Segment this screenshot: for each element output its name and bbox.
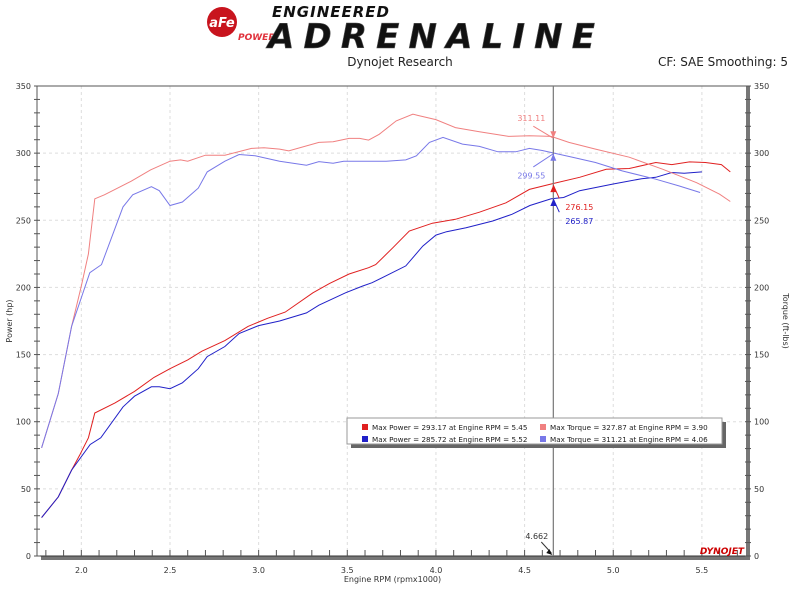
y-right-tick-label: 50 xyxy=(754,485,764,494)
legend-swatch xyxy=(362,436,368,442)
y-left-tick-label: 100 xyxy=(16,418,31,427)
afe-logo-badge xyxy=(207,7,237,37)
legend-entry: Max Power = 293.17 at Engine RPM = 5.45 xyxy=(372,423,527,432)
callout-leader xyxy=(552,184,560,199)
y-right-axis-label: Torque (ft-lbs) xyxy=(781,292,790,349)
callout-arrowhead xyxy=(550,153,557,161)
callout-arrowhead xyxy=(550,185,557,193)
series-line-2 xyxy=(41,171,702,518)
x-tick-label: 2.5 xyxy=(164,566,177,575)
x-tick-label: 2.0 xyxy=(75,566,88,575)
legend-swatch xyxy=(540,424,546,430)
x-axis-label: Engine RPM (rpmx1000) xyxy=(344,575,441,584)
legend-entry: Max Torque = 327.87 at Engine RPM = 3.90 xyxy=(550,423,708,432)
cursor-value-label: 276.15 xyxy=(565,203,593,212)
y-right-tick-label: 350 xyxy=(754,82,769,91)
x-tick-label: 3.5 xyxy=(341,566,354,575)
series-line-3 xyxy=(41,113,731,448)
y-right-tick-label: 300 xyxy=(754,149,769,158)
callout-arrowhead xyxy=(550,198,557,206)
callout-leader xyxy=(533,153,554,168)
x-tick-label: 5.5 xyxy=(696,566,709,575)
y-left-tick-label: 250 xyxy=(16,216,31,225)
y-left-tick-label: 350 xyxy=(16,82,31,91)
legend-entry: Max Torque = 311.21 at Engine RPM = 4.06 xyxy=(550,435,708,444)
y-left-tick-label: 50 xyxy=(21,485,31,494)
y-left-tick-label: 0 xyxy=(26,552,31,561)
dynojet-watermark: DYNOJET xyxy=(700,547,745,557)
svg-text:aFe: aFe xyxy=(209,16,235,31)
logo-title: ADRENALINE xyxy=(265,17,598,57)
callout-arrowhead xyxy=(550,131,557,139)
legend-swatch xyxy=(362,424,368,430)
x-tick-label: 4.0 xyxy=(430,566,443,575)
y-left-tick-label: 200 xyxy=(16,283,31,292)
cursor-x-arrowhead xyxy=(546,549,553,555)
logo-tagline: ENGINEERED xyxy=(272,3,390,21)
y-left-tick-label: 150 xyxy=(16,351,31,360)
x-tick-label: 4.5 xyxy=(518,566,531,575)
cursor-value-label: 299.55 xyxy=(517,172,545,181)
chart-subtitle: Dynojet Research xyxy=(347,55,453,69)
cursor-x-label: 4.662 xyxy=(525,532,548,541)
y-left-axis-label: Power (hp) xyxy=(5,299,14,342)
correction-factor: CF: SAE Smoothing: 5 xyxy=(657,55,788,69)
callout-leader xyxy=(533,125,554,139)
series-line-1 xyxy=(41,161,731,518)
header-logo: aFe POWER ENGINEERED ADRENALINE xyxy=(207,3,598,57)
y-right-tick-label: 0 xyxy=(754,552,759,561)
svg-text:POWER: POWER xyxy=(238,33,275,43)
plot-area: 2.0 2.5 3.0 3.5 4.0 4.5 5.0 5.5 0 0 50 50 100 100 150 1… xyxy=(5,82,790,584)
x-tick-label: 3.0 xyxy=(252,566,265,575)
y-right-tick-label: 250 xyxy=(754,216,769,225)
y-left-tick-label: 300 xyxy=(16,149,31,158)
y-right-tick-label: 100 xyxy=(754,418,769,427)
y-right-tick-label: 150 xyxy=(754,351,769,360)
cursor-value-label: 311.11 xyxy=(517,114,545,123)
y-right-tick-label: 200 xyxy=(754,283,769,292)
callout-leader xyxy=(552,198,560,213)
legend-swatch xyxy=(540,436,546,442)
bottom-axis-bar xyxy=(41,556,750,560)
cursor-value-label: 265.87 xyxy=(565,217,593,226)
legend-box xyxy=(346,417,723,445)
x-tick-label: 5.0 xyxy=(607,566,620,575)
legend-entry: Max Power = 285.72 at Engine RPM = 5.52 xyxy=(372,435,527,444)
series-line-4 xyxy=(41,136,701,448)
